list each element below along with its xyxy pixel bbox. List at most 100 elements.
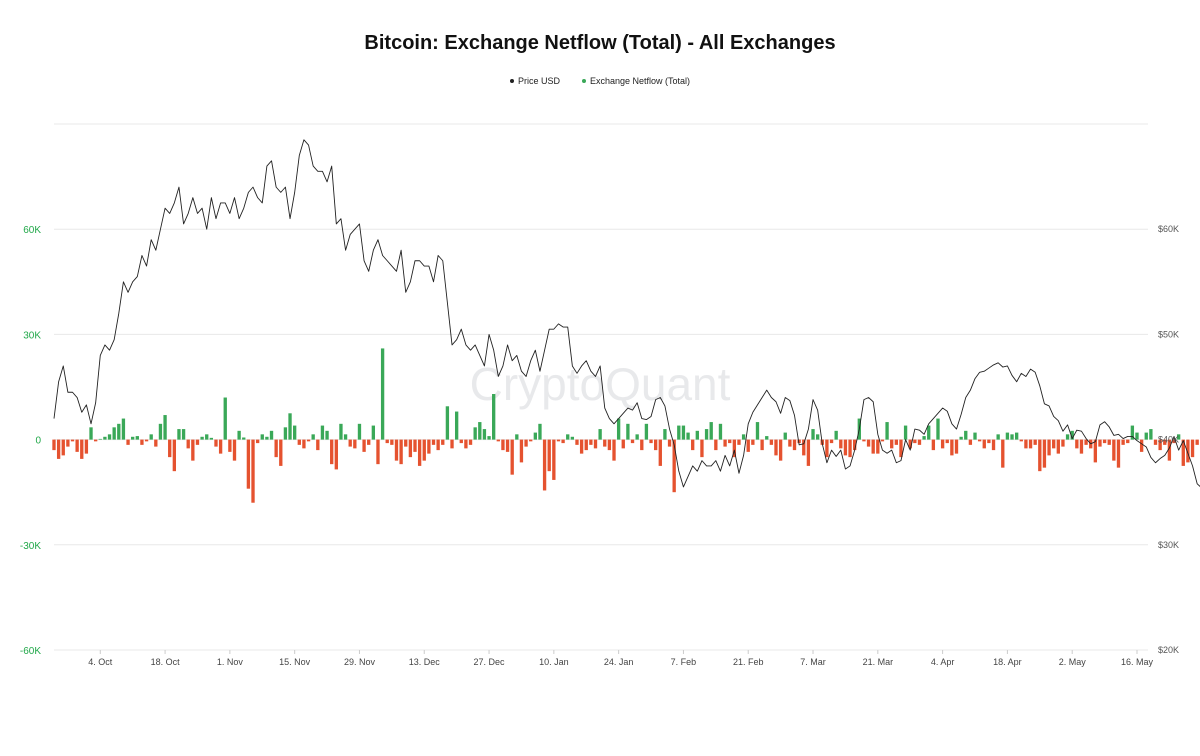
- netflow-bar: [209, 437, 214, 440]
- x-axis-tick-label: 15. Nov: [279, 657, 311, 667]
- netflow-bar: [191, 439, 195, 461]
- legend-item-netflow[interactable]: Exchange Netflow (Total): [581, 76, 690, 86]
- netflow-bar: [1070, 430, 1074, 440]
- netflow-bar: [1033, 439, 1037, 445]
- netflow-bar: [741, 434, 746, 440]
- netflow-bar: [709, 422, 713, 440]
- netflow-bar: [575, 439, 579, 445]
- netflow-bar: [422, 439, 426, 461]
- left-axis-tick-label: 30K: [23, 330, 41, 341]
- netflow-bar: [797, 439, 801, 444]
- netflow-bar: [80, 439, 84, 459]
- netflow-bar: [760, 439, 764, 451]
- x-axis-tick-label: 2. May: [1059, 657, 1087, 667]
- netflow-bar: [1126, 439, 1130, 444]
- netflow-bar: [792, 439, 797, 451]
- netflow-bar: [200, 436, 204, 440]
- netflow-bar: [353, 439, 357, 449]
- netflow-bar: [413, 439, 417, 452]
- netflow-bar: [654, 439, 658, 451]
- netflow-bar: [876, 439, 880, 454]
- netflow-bar: [788, 439, 792, 447]
- netflow-bar: [843, 439, 848, 456]
- netflow-bar: [1139, 439, 1144, 452]
- netflow-bar: [70, 439, 75, 442]
- right-axis-tick-label: $20K: [1158, 645, 1179, 655]
- netflow-bar: [1028, 439, 1033, 449]
- netflow-bar: [464, 439, 468, 449]
- netflow-bar: [1149, 429, 1153, 440]
- netflow-bar: [492, 394, 496, 440]
- netflow-bar: [223, 397, 227, 440]
- netflow-bar: [584, 439, 588, 451]
- netflow-bar: [242, 437, 246, 440]
- netflow-bar: [987, 439, 991, 444]
- netflow-bar: [334, 439, 338, 470]
- netflow-bar: [459, 439, 463, 444]
- netflow-bar: [93, 439, 98, 442]
- netflow-bar: [751, 439, 755, 445]
- netflow-bar: [450, 439, 454, 449]
- x-axis-tick-label: 4. Apr: [931, 657, 955, 667]
- netflow-bar: [1121, 439, 1125, 445]
- netflow-bar: [255, 439, 260, 444]
- netflow-bar: [834, 430, 838, 440]
- netflow-bar: [131, 436, 135, 440]
- netflow-bar: [399, 439, 403, 465]
- netflow-bar: [1024, 439, 1028, 449]
- legend-item-price[interactable]: Price USD: [509, 76, 560, 86]
- netflow-bar: [765, 436, 769, 440]
- netflow-bar: [607, 439, 612, 451]
- netflow-bar: [343, 434, 348, 440]
- netflow-bar: [802, 439, 806, 456]
- netflow-bar: [778, 439, 783, 461]
- netflow-bar: [695, 430, 699, 440]
- netflow-bar: [1135, 432, 1139, 440]
- netflow-bar: [154, 439, 158, 447]
- netflow-bar: [579, 439, 584, 454]
- netflow-bar: [177, 429, 181, 440]
- netflow-bar: [121, 418, 126, 440]
- netflow-bar: [728, 439, 732, 444]
- netflow-bar: [75, 439, 79, 452]
- netflow-bar: [945, 439, 949, 444]
- netflow-bar: [1005, 432, 1010, 440]
- netflow-bar: [589, 439, 593, 445]
- netflow-bar: [482, 429, 487, 440]
- netflow-bar: [311, 434, 315, 440]
- x-axis-tick-label: 4. Oct: [88, 657, 113, 667]
- netflow-bar: [686, 432, 690, 440]
- netflow-bar: [339, 423, 343, 440]
- netflow-bar: [283, 427, 288, 440]
- x-axis-tick-label: 24. Jan: [604, 657, 634, 667]
- netflow-bar: [357, 423, 362, 440]
- netflow-bar: [570, 436, 575, 440]
- netflow-bar: [510, 439, 514, 475]
- netflow-bar: [917, 439, 922, 445]
- netflow-bar: [908, 439, 912, 449]
- netflow-bar: [135, 436, 139, 440]
- netflow-bar: [505, 439, 510, 452]
- netflow-bar: [973, 432, 977, 440]
- netflow-bar: [107, 434, 112, 440]
- netflow-bar: [279, 439, 283, 466]
- netflow-bar: [1042, 439, 1047, 468]
- netflow-bar: [1075, 439, 1079, 449]
- netflow-bar: [1047, 439, 1051, 456]
- netflow-bar: [404, 439, 408, 447]
- netflow-bar: [89, 427, 93, 440]
- netflow-bar: [66, 439, 70, 447]
- netflow-bar: [871, 439, 875, 454]
- netflow-bar: [158, 423, 163, 440]
- netflow-bar: [468, 439, 473, 445]
- netflow-bar: [302, 439, 306, 449]
- netflow-bar: [737, 439, 741, 445]
- netflow-bar: [1061, 439, 1065, 447]
- x-axis-tick-label: 21. Feb: [733, 657, 764, 667]
- netflow-bar: [1167, 439, 1172, 461]
- netflow-bar: [1056, 439, 1060, 454]
- netflow-bar: [265, 436, 269, 440]
- netflow-bar: [390, 439, 394, 445]
- netflow-bar: [732, 439, 737, 458]
- netflow-bar: [630, 439, 635, 444]
